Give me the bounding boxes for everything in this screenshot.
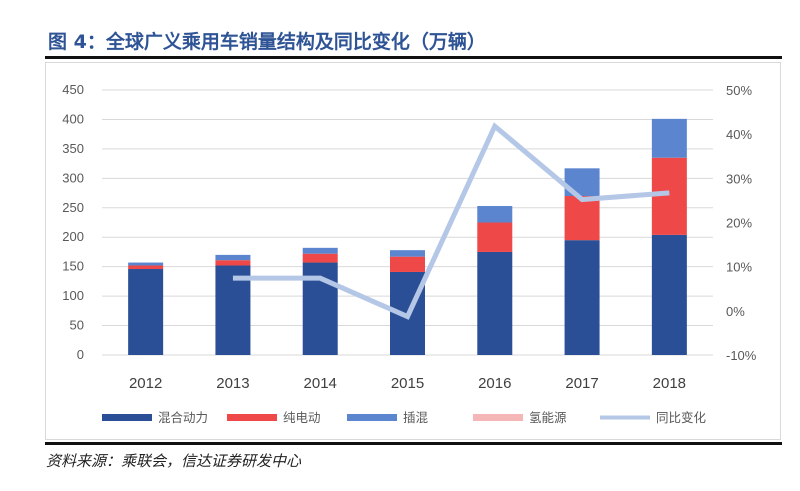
bar-2016-1 [477,222,513,252]
category-label: 2018 [653,375,686,392]
legend-label: 混合动力 [158,410,208,425]
bar-2014-1 [302,253,338,263]
left-tick-label: 150 [62,259,84,274]
left-tick-label: 100 [62,288,84,303]
gridlines [102,89,713,356]
left-tick-label: 0 [77,347,84,362]
right-tick-label: 0% [726,304,745,319]
left-tick-label: 300 [62,170,84,185]
left-tick-label: 250 [62,200,84,215]
category-label: 2015 [391,375,424,392]
bar-2012-2 [128,262,164,266]
title-rule [45,56,782,59]
right-tick-label: 50% [726,83,752,98]
source-note: 资料来源：乘联会，信达证券研发中心 [46,452,302,470]
category-label: 2013 [216,375,249,392]
legend: 混合动力 纯电动 插混 氢能源 同比变化 [102,410,707,425]
bar-2013-1 [215,260,251,266]
legend-swatch [347,414,397,421]
legend-swatch [102,414,152,421]
yoy-series-line [232,122,670,320]
bar-2013-2 [215,254,251,261]
chart-border [45,62,781,440]
yoy-line [232,122,670,320]
left-tick-label: 450 [62,82,84,97]
left-tick-label: 200 [62,229,84,244]
bar-2015-1 [390,256,425,272]
bar-2014-2 [302,247,338,254]
category-label: 2017 [565,375,598,392]
bar-2016-2 [477,206,513,223]
left-tick-label: 350 [62,141,84,156]
left-tick-label: 400 [62,111,84,126]
bar-2018-2 [651,118,687,158]
category-label: 2014 [304,375,337,392]
source-rule [45,442,782,445]
legend-label: 同比变化 [656,410,707,425]
right-tick-label: 20% [726,216,752,231]
left-tick-label: 50 [70,318,84,333]
right-axis: -10% 0% 10% 20% 30% 40% 50% [726,83,757,363]
left-axis: 0 50 100 150 200 250 300 350 400 450 [62,82,84,362]
right-tick-label: 10% [726,260,752,275]
right-tick-label: 30% [726,171,752,186]
category-label: 2016 [478,375,511,392]
chart-title: 图 4：全球广义乘用车销量结构及同比变化（万辆） [48,30,486,53]
legend-label: 插混 [403,410,429,425]
bar-2015-2 [390,250,425,257]
right-tick-label: 40% [726,127,752,142]
legend-label: 氢能源 [529,410,567,425]
bar-2017-0 [564,240,600,355]
legend-label: 纯电动 [283,410,321,425]
bar-2017-1 [564,196,600,241]
legend-swatch [227,414,277,421]
bar-2012-0 [128,269,164,355]
bar-2018-0 [651,234,687,355]
bar-2012-1 [128,265,164,270]
legend-swatch [473,414,523,421]
bar-2016-0 [477,251,513,355]
right-tick-label: -10% [726,348,757,363]
category-label: 2012 [129,375,162,392]
x-axis: 2012 2013 2014 2015 2016 2017 2018 [129,375,686,392]
